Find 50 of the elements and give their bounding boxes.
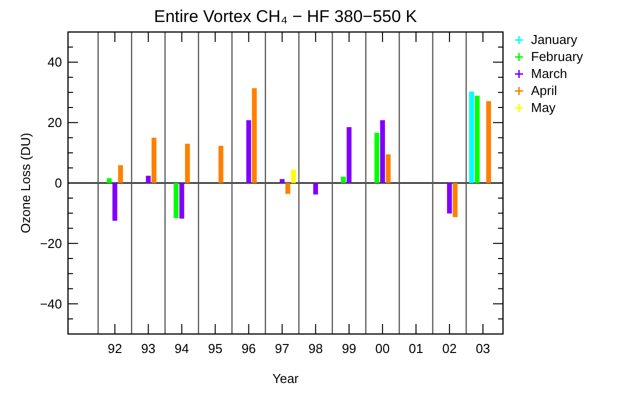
- legend-label: April: [531, 83, 558, 98]
- bar: [152, 138, 156, 183]
- bar: [374, 132, 380, 183]
- x-axis-title: Year: [272, 371, 300, 386]
- legend-label: May: [531, 100, 556, 115]
- bar: [447, 183, 452, 214]
- x-tick-label: 93: [141, 341, 156, 356]
- y-tick-label: 20: [48, 115, 62, 130]
- x-tick-label: 97: [274, 341, 290, 356]
- bar: [285, 183, 290, 194]
- bar: [386, 154, 391, 183]
- bar: [280, 179, 285, 183]
- legend-label: January: [531, 32, 578, 47]
- x-tick-label: 99: [342, 341, 356, 356]
- bar: [346, 127, 352, 183]
- x-tick-label: 95: [208, 341, 222, 356]
- bar: [486, 101, 492, 183]
- x-tick-label: 01: [408, 341, 424, 356]
- legend-label: February: [531, 49, 584, 64]
- bar: [146, 176, 151, 183]
- x-tick-label: 03: [476, 341, 490, 356]
- x-tick-label: 98: [308, 341, 323, 356]
- bar: [452, 183, 458, 218]
- bar: [218, 146, 224, 183]
- bar: [340, 176, 346, 183]
- bar: [246, 120, 252, 183]
- bar: [474, 96, 480, 183]
- y-tick-label: −20: [40, 236, 62, 251]
- y-tick-label: −40: [40, 296, 62, 312]
- bar: [252, 88, 257, 183]
- bar: [174, 183, 178, 218]
- chart-title: Entire Vortex CH₄ − HF 380−550 K: [154, 7, 418, 26]
- x-tick-label: 00: [375, 341, 390, 356]
- y-axis-title: Ozone Loss (DU): [18, 132, 33, 234]
- x-tick-label: 94: [174, 341, 190, 356]
- bar: [179, 183, 184, 219]
- bar: [118, 165, 123, 183]
- bar: [112, 183, 118, 221]
- bar: [106, 178, 112, 183]
- bar: [291, 170, 296, 183]
- y-tick-label: 40: [48, 54, 62, 70]
- bar: [380, 120, 385, 183]
- bar: [469, 91, 474, 183]
- x-tick-label: 02: [442, 341, 457, 356]
- legend-label: March: [531, 66, 568, 81]
- bar: [185, 144, 190, 183]
- x-tick-label: 96: [241, 341, 256, 356]
- x-tick-label: 92: [108, 341, 122, 356]
- bar: [313, 183, 318, 194]
- y-tick-label: 0: [54, 176, 62, 190]
